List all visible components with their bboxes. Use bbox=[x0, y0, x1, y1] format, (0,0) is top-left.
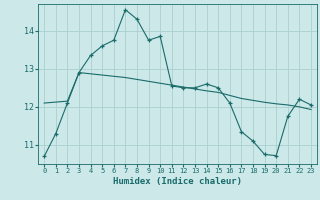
X-axis label: Humidex (Indice chaleur): Humidex (Indice chaleur) bbox=[113, 177, 242, 186]
